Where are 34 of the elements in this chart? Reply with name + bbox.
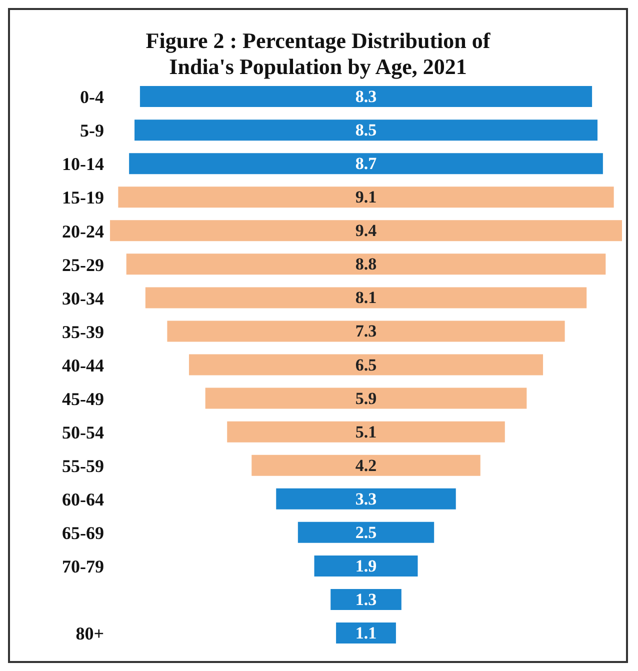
- category-label: 50-54: [62, 422, 104, 442]
- category-label: 45-49: [62, 388, 104, 409]
- data-label: 4.2: [355, 456, 377, 475]
- category-label: 15-19: [62, 188, 104, 208]
- category-label: 60-64: [62, 490, 104, 510]
- data-label: 5.9: [355, 388, 377, 408]
- data-label: 7.3: [355, 322, 377, 341]
- category-label: 30-34: [62, 288, 104, 308]
- data-label: 9.4: [355, 221, 378, 240]
- data-label: 8.5: [355, 120, 377, 140]
- category-label: 0-4: [80, 87, 104, 108]
- category-label: 65-69: [62, 523, 104, 544]
- category-label: 40-44: [62, 355, 104, 376]
- category-label: 20-24: [62, 221, 104, 242]
- data-label: 1.9: [355, 556, 377, 576]
- data-label: 1.1: [355, 624, 377, 643]
- data-label: 5.1: [355, 422, 377, 442]
- data-label: 3.3: [355, 489, 377, 508]
- category-label: 25-29: [62, 254, 104, 275]
- category-label: 10-14: [62, 154, 104, 174]
- data-label: 9.1: [355, 188, 377, 207]
- data-label: 1.3: [355, 590, 377, 609]
- category-label: 70-79: [62, 556, 104, 577]
- data-label: 8.1: [355, 288, 377, 308]
- data-label: 6.5: [355, 355, 377, 374]
- data-label: 8.8: [355, 254, 377, 274]
- category-label: 80+: [76, 624, 104, 644]
- text: Figure 2 : Percentage Distribution of India's Population by Age, 2021: [144, 28, 492, 80]
- category-label: 35-39: [62, 322, 104, 342]
- data-label: 8.7: [355, 154, 378, 174]
- data-label: 2.5: [355, 522, 377, 542]
- category-label: 55-59: [62, 456, 104, 476]
- category-label: 5-9: [80, 120, 104, 141]
- data-label: 8.3: [355, 87, 377, 106]
